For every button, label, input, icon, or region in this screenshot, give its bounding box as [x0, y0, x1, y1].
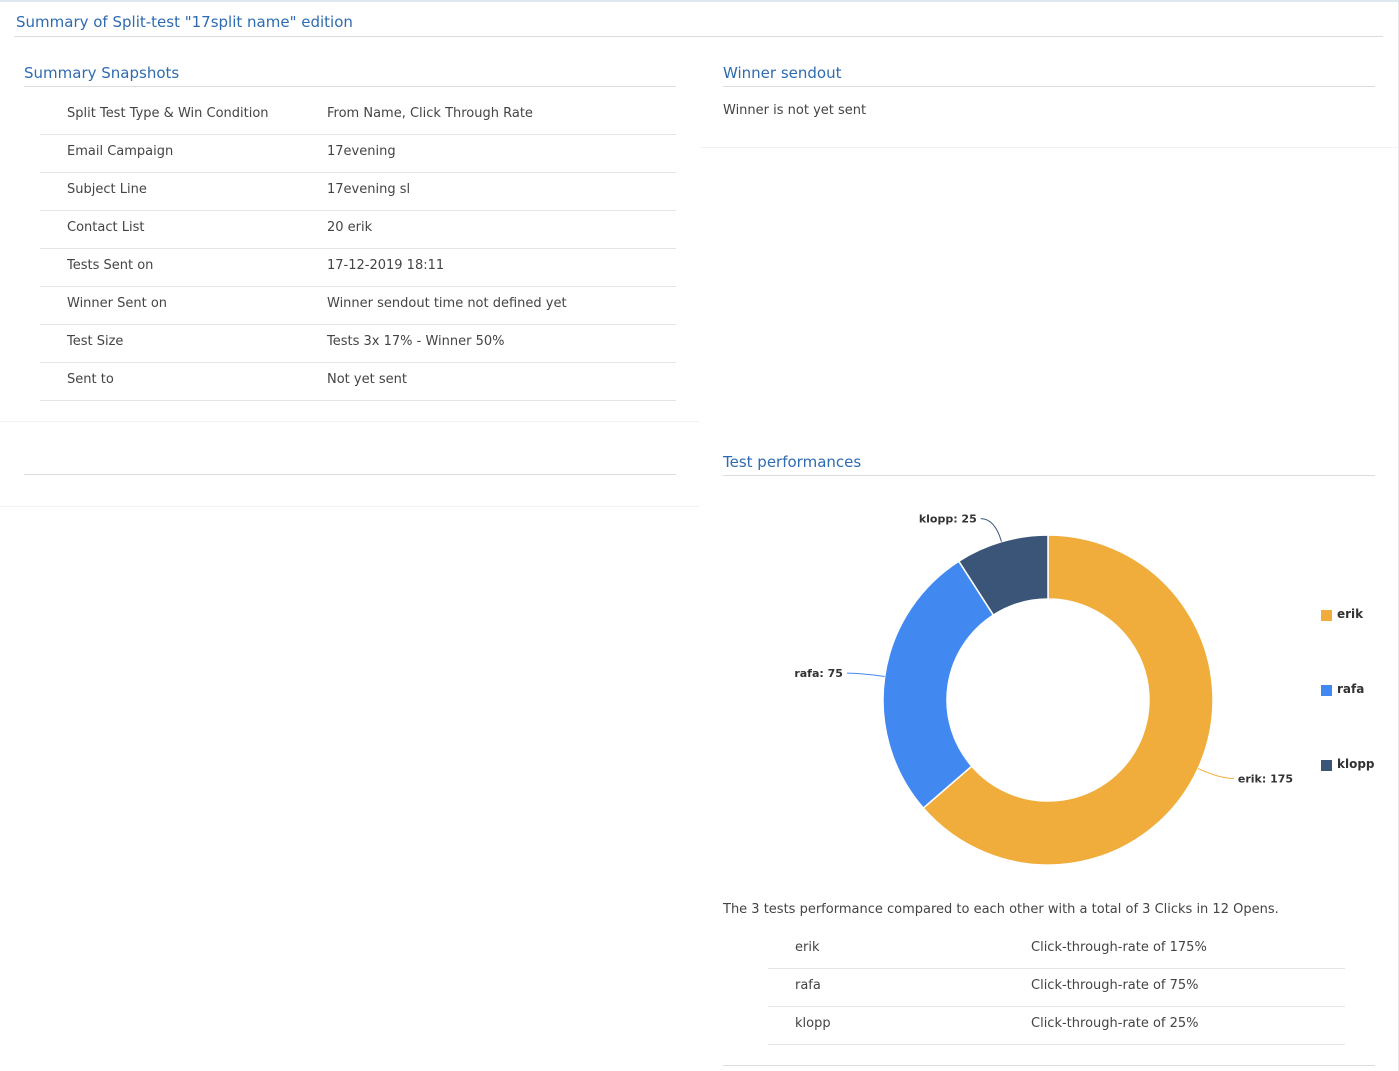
- row-label: Subject Line: [67, 182, 147, 197]
- data-label-klopp: klopp: 25: [919, 513, 977, 526]
- empty-panel-divider: [24, 474, 676, 475]
- label-connector-klopp: [980, 518, 1002, 542]
- table-row: Tests Sent on 17-12-2019 18:11: [40, 248, 676, 287]
- test-performances-title: Test performances: [723, 453, 862, 471]
- legend-swatch: [1321, 760, 1332, 771]
- legend-label: klopp: [1337, 757, 1375, 771]
- table-row: erik Click-through-rate of 175%: [768, 930, 1345, 969]
- row-value: Not yet sent: [327, 372, 407, 387]
- donut-slice-klopp[interactable]: [957, 534, 1049, 617]
- label-connector-rafa: [846, 672, 885, 678]
- winner-sendout-divider: [723, 86, 1375, 87]
- panel-separator: [0, 421, 699, 422]
- performance-summary: The 3 tests performance compared to each…: [723, 902, 1279, 917]
- test-rate: Click-through-rate of 175%: [1031, 940, 1207, 955]
- table-row: klopp Click-through-rate of 25%: [768, 1006, 1345, 1045]
- row-label: Test Size: [67, 334, 124, 349]
- panel-separator: [700, 147, 1398, 148]
- donut-slice-rafa[interactable]: [882, 560, 995, 810]
- test-name: rafa: [795, 978, 821, 993]
- row-value: 17evening: [327, 144, 396, 159]
- row-value: From Name, Click Through Rate: [327, 106, 533, 121]
- top-border: [0, 0, 1399, 2]
- table-row: Subject Line 17evening sl: [40, 172, 676, 211]
- panel-separator: [0, 506, 699, 507]
- test-performances-divider: [723, 475, 1375, 476]
- row-label: Split Test Type & Win Condition: [67, 106, 269, 121]
- summary-snapshots-divider: [24, 86, 676, 87]
- donut-chart: erik: 175 rafa: 75 klopp: 25: [794, 513, 1293, 866]
- legend-label: erik: [1337, 607, 1364, 621]
- legend-swatch: [1321, 685, 1332, 696]
- test-name: klopp: [795, 1016, 831, 1031]
- test-name: erik: [795, 940, 820, 955]
- row-label: Winner Sent on: [67, 296, 168, 311]
- test-rate: Click-through-rate of 75%: [1031, 978, 1199, 993]
- legend-swatch: [1321, 610, 1332, 621]
- summary-snapshots-title: Summary Snapshots: [24, 64, 180, 82]
- row-label: Contact List: [67, 220, 145, 235]
- legend-label: rafa: [1337, 682, 1365, 696]
- row-label: Sent to: [67, 372, 114, 387]
- data-label-rafa: rafa: 75: [794, 667, 843, 680]
- title-divider: [14, 36, 1383, 37]
- row-value: 17-12-2019 18:11: [327, 258, 445, 273]
- row-value: 17evening sl: [327, 182, 411, 197]
- table-row: Sent to Not yet sent: [40, 362, 676, 401]
- table-row: Contact List 20 erik: [40, 210, 676, 249]
- row-value: 20 erik: [327, 220, 373, 235]
- data-label-erik: erik: 175: [1238, 773, 1293, 786]
- table-row: rafa Click-through-rate of 75%: [768, 968, 1345, 1007]
- label-connector-erik: [1197, 768, 1234, 780]
- table-row: Winner Sent on Winner sendout time not d…: [40, 286, 676, 325]
- page-title: Summary of Split-test "17split name" edi…: [16, 13, 353, 31]
- winner-status-text: Winner is not yet sent: [723, 103, 867, 118]
- winner-sendout-title: Winner sendout: [723, 64, 842, 82]
- test-rate: Click-through-rate of 25%: [1031, 1016, 1199, 1031]
- row-value: Winner sendout time not defined yet: [327, 296, 567, 311]
- donut-slice-erik[interactable]: [922, 534, 1214, 866]
- row-value: Tests 3x 17% - Winner 50%: [327, 334, 505, 349]
- table-row: Split Test Type & Win Condition From Nam…: [40, 96, 676, 135]
- table-row: Test Size Tests 3x 17% - Winner 50%: [40, 324, 676, 363]
- row-label: Tests Sent on: [67, 258, 154, 273]
- performance-bottom-divider: [723, 1065, 1375, 1066]
- row-label: Email Campaign: [67, 144, 174, 159]
- table-row: Email Campaign 17evening: [40, 134, 676, 173]
